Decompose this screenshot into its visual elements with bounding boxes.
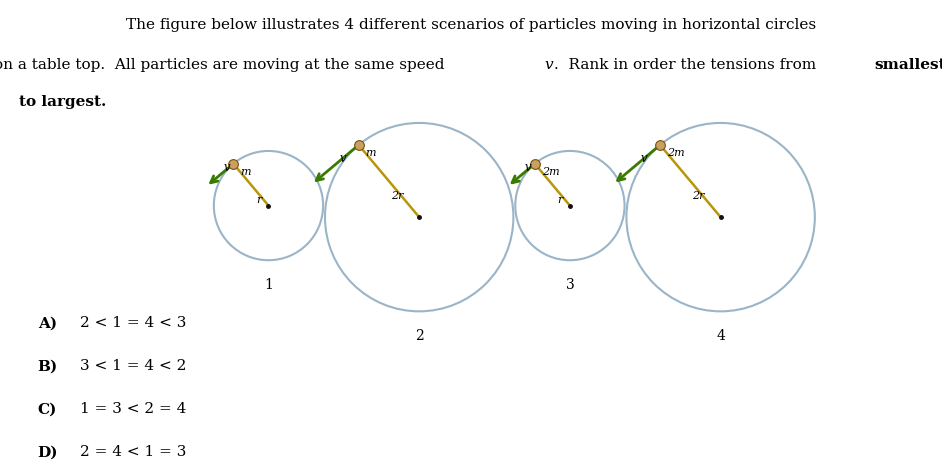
Text: .  Rank in order the tensions from: . Rank in order the tensions from (554, 58, 820, 72)
Text: D): D) (38, 445, 58, 459)
Text: 2 < 1 = 4 < 3: 2 < 1 = 4 < 3 (80, 316, 187, 330)
Text: m: m (365, 148, 376, 158)
Text: B): B) (38, 359, 57, 373)
Text: 3 < 1 = 4 < 2: 3 < 1 = 4 < 2 (80, 359, 187, 373)
Text: The figure below illustrates 4 different scenarios of particles moving in horizo: The figure below illustrates 4 different… (126, 18, 816, 32)
Text: 1 = 3 < 2 = 4: 1 = 3 < 2 = 4 (80, 402, 187, 416)
Text: 4: 4 (716, 329, 725, 343)
Text: r: r (256, 195, 262, 205)
Text: smallest: smallest (874, 58, 942, 72)
Text: v: v (525, 161, 531, 174)
Text: v: v (544, 58, 553, 72)
Text: 3: 3 (565, 278, 575, 292)
Text: on a table top.  All particles are moving at the same speed: on a table top. All particles are moving… (0, 58, 449, 72)
Text: 2: 2 (414, 329, 424, 343)
Text: 2m: 2m (542, 167, 560, 177)
Text: v: v (339, 152, 346, 164)
Text: v: v (641, 152, 647, 164)
Text: C): C) (38, 402, 57, 416)
Text: 2 = 4 < 1 = 3: 2 = 4 < 1 = 3 (80, 445, 187, 459)
Text: to largest.: to largest. (19, 95, 106, 109)
Text: m: m (240, 167, 251, 177)
Text: r: r (558, 195, 563, 205)
Text: 1: 1 (264, 278, 273, 292)
Text: v: v (223, 161, 230, 174)
Text: 2r: 2r (692, 191, 705, 201)
Text: 2m: 2m (667, 148, 685, 158)
Text: A): A) (38, 316, 57, 330)
Text: 2r: 2r (391, 191, 403, 201)
